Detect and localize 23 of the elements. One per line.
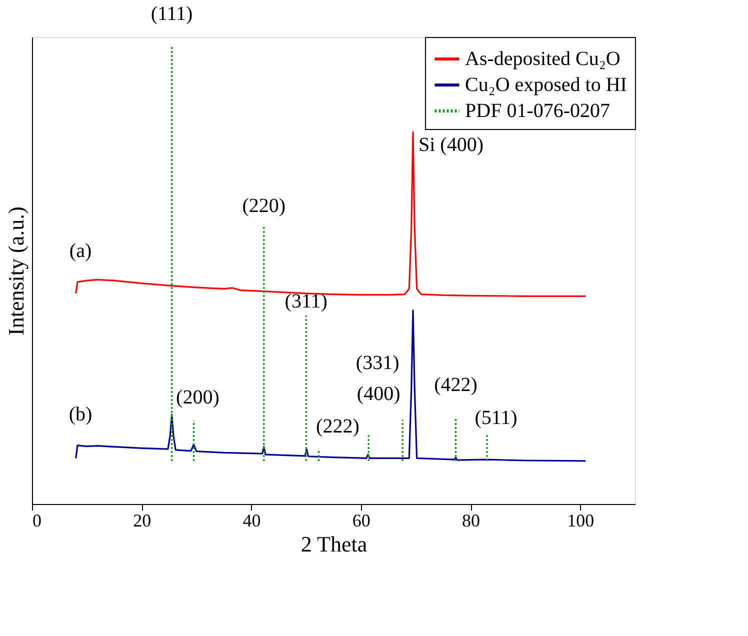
annotation: (422) (434, 374, 478, 396)
annotation: (222) (316, 416, 360, 438)
annotation: (331) (356, 352, 400, 374)
annotation: (400) (356, 382, 400, 405)
legend-label: As-deposited Cu₂O (465, 48, 620, 70)
legend-label: Cu₂O exposed to HI (465, 74, 627, 96)
y-axis-title: Intensity (a.u.) (4, 206, 28, 336)
annotation: Si (400) (418, 134, 484, 156)
annotation: (b) (68, 403, 92, 426)
annotation: (a) (69, 240, 92, 262)
x-tick-label: 20 (133, 510, 152, 530)
x-axis-title: 2 Theta (300, 532, 368, 556)
x-tick-label: 80 (462, 510, 480, 530)
annotation: (311) (284, 290, 328, 312)
annotation: (220) (242, 195, 286, 218)
legend-label: PDF 01-076-0207 (465, 100, 610, 122)
x-tick-label: 0 (32, 510, 42, 530)
x-tick-label: 60 (352, 510, 370, 530)
annotation: (111) (150, 3, 193, 26)
x-tick-label: 100 (567, 510, 594, 530)
annotation: (200) (176, 386, 220, 409)
x-tick-label: 40 (242, 510, 261, 530)
annotation: (511) (474, 406, 518, 429)
